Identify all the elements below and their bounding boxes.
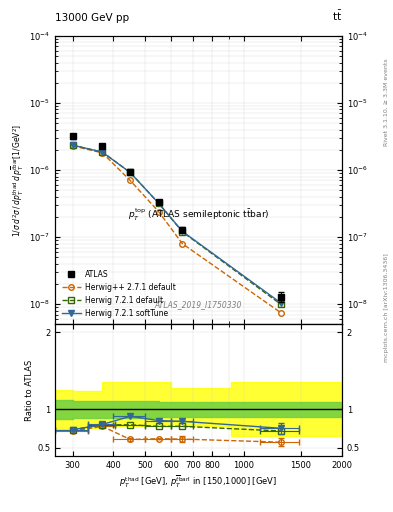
Text: $p_T^{\rm top}$ (ATLAS semileptonic t$\bar{\rm t}$bar): $p_T^{\rm top}$ (ATLAS semileptonic t$\b… xyxy=(128,207,269,223)
Legend: ATLAS, Herwig++ 2.7.1 default, Herwig 7.2.1 default, Herwig 7.2.1 softTune: ATLAS, Herwig++ 2.7.1 default, Herwig 7.… xyxy=(59,267,179,321)
X-axis label: $p_T^{\mathrm{thad}}$ [GeV], $p_T^{\overline{t}\rm bar{l}}$ in [150,1000] [GeV]: $p_T^{\mathrm{thad}}$ [GeV], $p_T^{\over… xyxy=(119,474,277,490)
Y-axis label: $1/\sigma\,d^2\sigma\,/\,dp_T^{\rm thad}\,d\,p_T^{\overline{t}\rm bar}$[1/GeV$^2: $1/\sigma\,d^2\sigma\,/\,dp_T^{\rm thad}… xyxy=(10,123,26,237)
Text: Rivet 3.1.10, ≥ 3.3M events: Rivet 3.1.10, ≥ 3.3M events xyxy=(384,58,389,146)
Text: mcplots.cern.ch [arXiv:1306.3436]: mcplots.cern.ch [arXiv:1306.3436] xyxy=(384,253,389,361)
Text: 13000 GeV pp: 13000 GeV pp xyxy=(55,13,129,23)
Text: t$\bar{\rm t}$: t$\bar{\rm t}$ xyxy=(332,9,342,23)
Text: ATLAS_2019_I1750330: ATLAS_2019_I1750330 xyxy=(155,300,242,309)
Y-axis label: Ratio to ATLAS: Ratio to ATLAS xyxy=(25,359,34,421)
